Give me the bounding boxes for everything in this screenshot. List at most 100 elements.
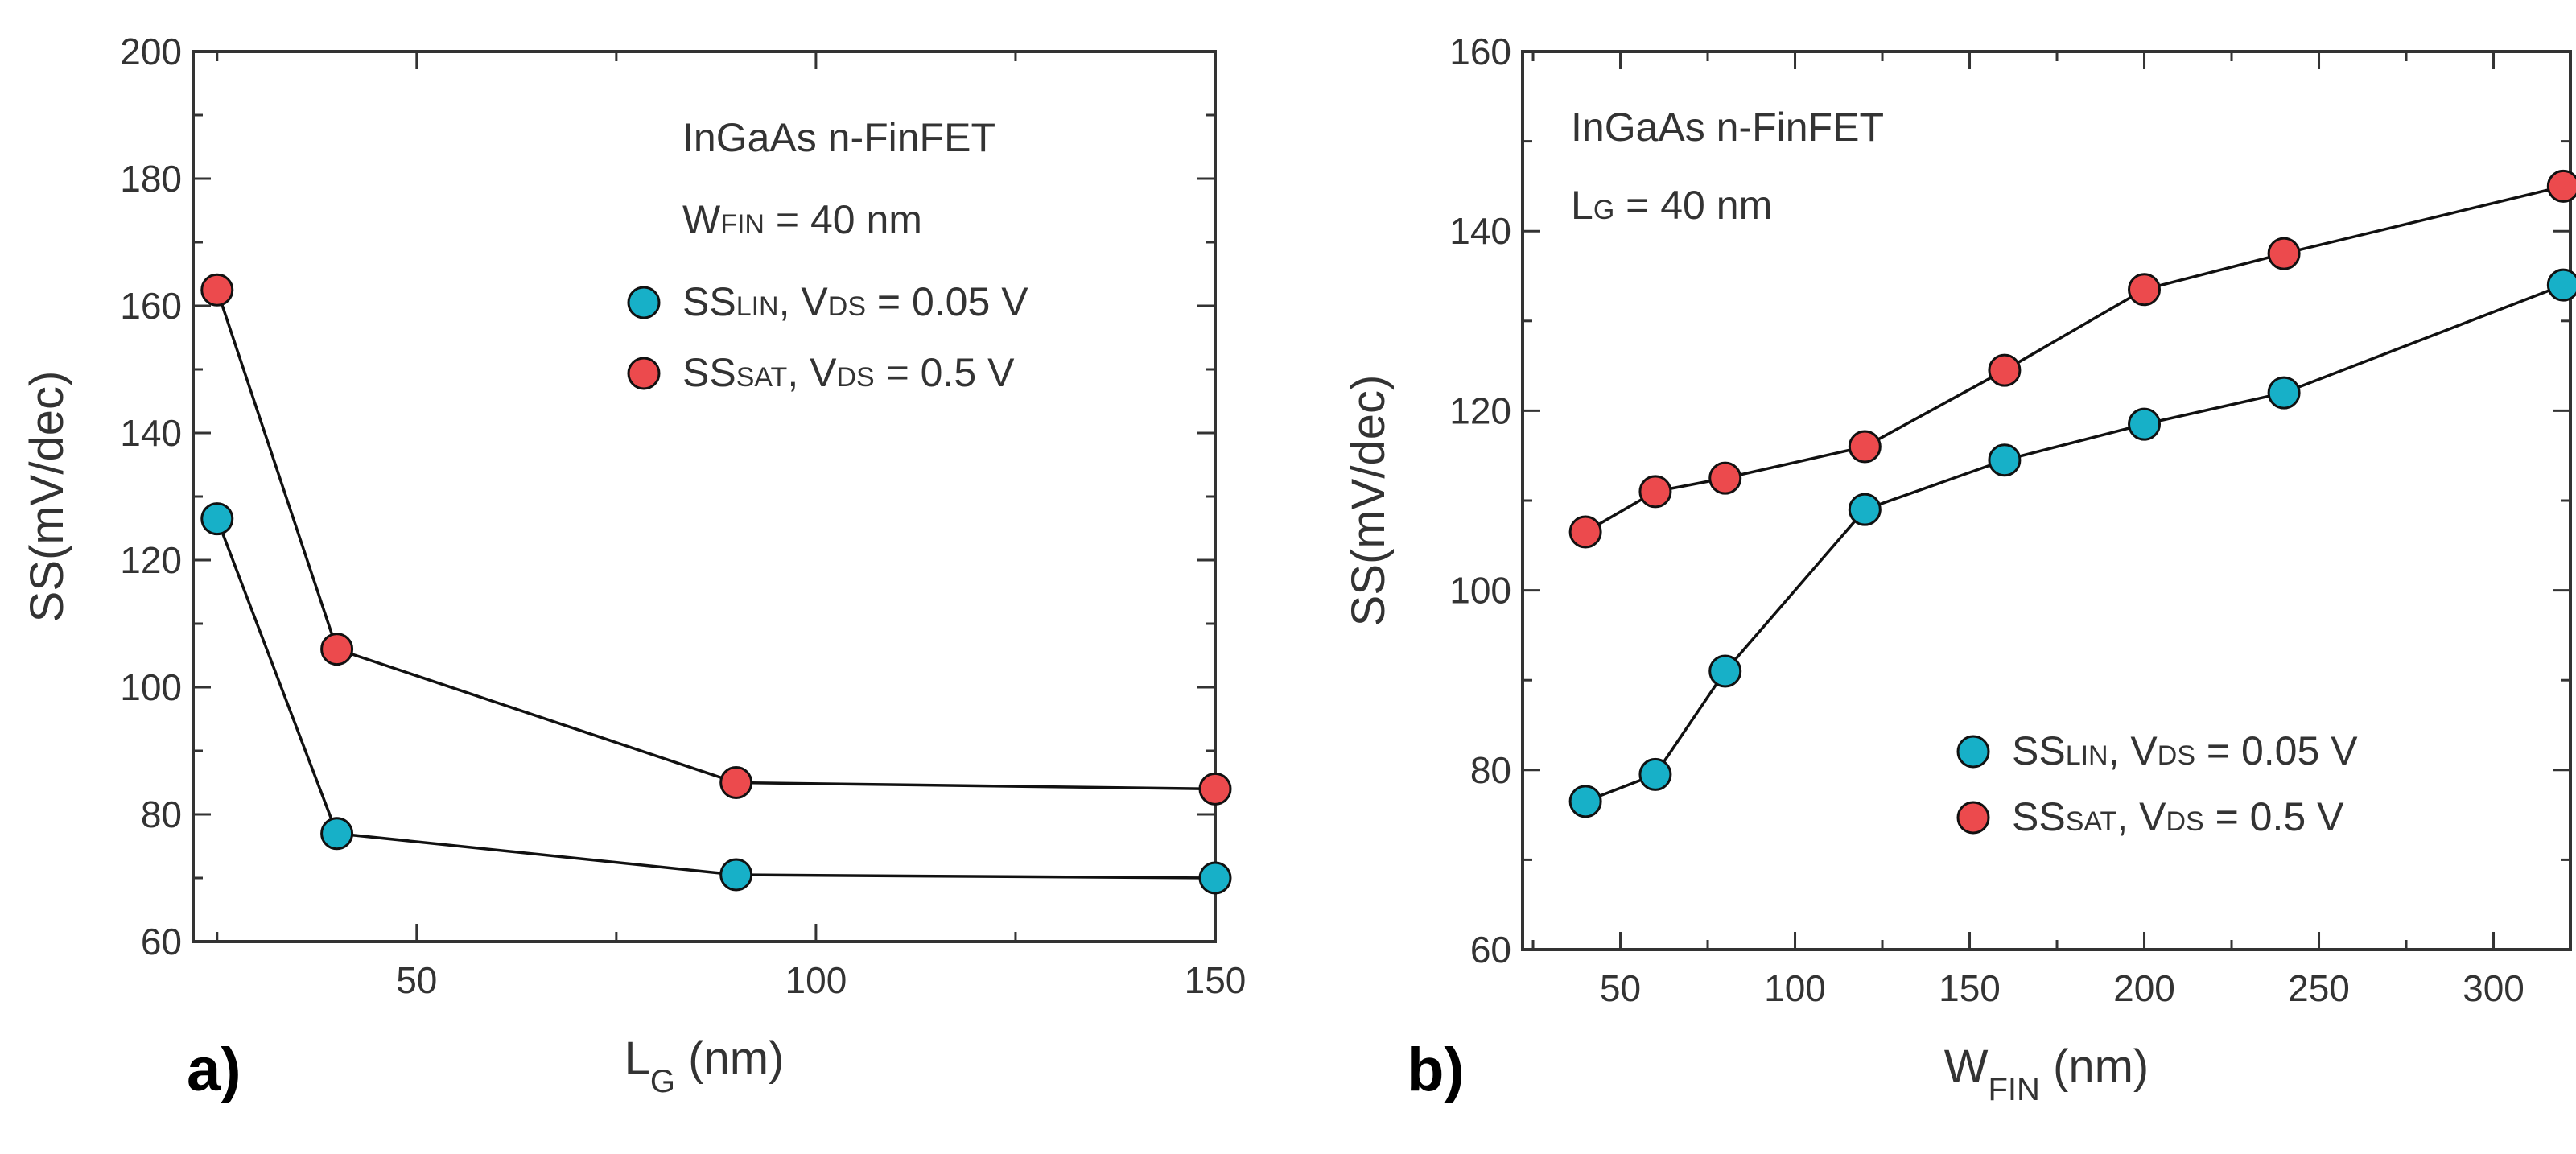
data-point-lin [1848, 493, 1882, 526]
x-tick-label: 200 [2113, 967, 2175, 1009]
data-point-sat [200, 273, 234, 307]
y-axis-label: SS(mV/dec) [1342, 375, 1395, 627]
x-tick-label: 100 [785, 959, 847, 1001]
x-axis-label-unit: (nm) [675, 1032, 784, 1085]
legend-marker-lin [1956, 735, 1990, 769]
data-point-sat [1848, 430, 1882, 464]
x-axis-label: LG (nm) [624, 1032, 785, 1099]
legend-label-rest: , V [787, 350, 837, 395]
legend-entry-sat: SSSAT, VDS = 0.5 V [2012, 794, 2344, 839]
legend-label-sub: DS [2166, 806, 2203, 837]
x-axis-label-sub: G [650, 1064, 675, 1099]
x-axis-label: WFIN (nm) [1944, 1041, 2149, 1107]
x-tick-label: 250 [2288, 967, 2350, 1009]
y-tick-label: 160 [1449, 31, 1511, 72]
data-point-sat [1988, 353, 2022, 387]
chart-panel-b: 60 80 100 120 140 160 50 100 150 200 250 300 WFIN (n… [1342, 31, 2576, 1107]
legend-name-sub: SAT [2066, 806, 2117, 837]
legend-name: SS [2012, 728, 2066, 773]
legend-label-sub: DS [2158, 740, 2195, 771]
legend-marker-sat [627, 357, 661, 390]
data-point-sat [2546, 169, 2576, 203]
x-axis-label-main: W [1944, 1041, 1989, 1093]
series-line-lin [216, 518, 1216, 880]
legend-label-end: = 0.05 V [866, 279, 1028, 324]
y-tick-label: 160 [120, 285, 182, 327]
annotation-main: L [1571, 183, 1593, 228]
legend-name: SS [682, 350, 736, 395]
x-tick-label: 150 [1939, 967, 2001, 1009]
x-tick-label: 50 [396, 959, 437, 1001]
legend-label-rest: , V [2116, 794, 2166, 839]
data-point-lin [200, 502, 234, 536]
annotation: WFIN = 40 nm [682, 197, 922, 242]
annotation-main: InGaAs n-FinFET [682, 115, 995, 160]
annotation-rest: = 40 nm [765, 197, 922, 242]
panel-letter: b) [1407, 1036, 1465, 1104]
legend-label-rest: , V [779, 279, 829, 324]
data-point-sat [2267, 237, 2301, 270]
y-tick-label: 60 [141, 921, 182, 962]
data-point-lin [1568, 785, 1602, 818]
legend-name-sub: LIN [2066, 740, 2108, 771]
data-point-lin [1638, 757, 1672, 791]
annotation: InGaAs n-FinFET [682, 115, 995, 160]
y-tick-label: 100 [120, 666, 182, 708]
data-point-lin [2267, 376, 2301, 410]
data-point-lin [719, 858, 753, 892]
data-point-sat [1708, 461, 1742, 495]
x-axis-label-unit: (nm) [2040, 1041, 2149, 1093]
y-tick-label: 200 [120, 31, 182, 72]
legend-entry-sat: SSSAT, VDS = 0.5 V [682, 350, 1015, 395]
legend-label-end: = 0.05 V [2195, 728, 2358, 773]
x-tick-label: 100 [1764, 967, 1826, 1009]
data-point-lin [1198, 861, 1232, 895]
legend-label-sub: DS [828, 291, 866, 322]
series-line-sat [216, 289, 1216, 791]
data-point-lin [1988, 443, 2022, 477]
y-tick-label: 100 [1449, 570, 1511, 612]
data-point-lin [320, 817, 354, 851]
series-line-lin [1585, 283, 2564, 803]
legend-label-end: = 0.5 V [875, 350, 1015, 395]
legend-entry-lin: SSLIN, VDS = 0.05 V [682, 279, 1028, 324]
legend-marker-lin [627, 286, 661, 319]
legend-entry-lin: SSLIN, VDS = 0.05 V [2012, 728, 2358, 773]
x-tick-label: 300 [2463, 967, 2524, 1009]
annotation-sub: G [1593, 195, 1614, 225]
annotation: LG = 40 nm [1571, 183, 1772, 228]
y-tick-label: 140 [120, 412, 182, 454]
y-tick-label: 60 [1470, 929, 1511, 971]
legend-label-sub: DS [836, 362, 874, 393]
data-point-lin [2128, 407, 2162, 441]
annotation: InGaAs n-FinFET [1571, 105, 1884, 150]
x-axis-label-main: L [624, 1032, 650, 1085]
y-tick-label: 80 [1470, 749, 1511, 791]
data-point-sat [2128, 273, 2162, 307]
annotation-main: InGaAs n-FinFET [1571, 105, 1884, 150]
y-tick-label: 80 [141, 793, 182, 835]
panel-letter: a) [187, 1036, 241, 1104]
legend-label-end: = 0.5 V [2204, 794, 2344, 839]
annotation-sub: FIN [720, 209, 765, 240]
data-point-lin [2546, 268, 2576, 302]
x-axis-label-sub: FIN [1988, 1072, 2039, 1107]
annotation-main: W [682, 197, 721, 242]
legend-name-sub: SAT [736, 362, 788, 393]
y-tick-label: 120 [1449, 389, 1511, 431]
legend-name: SS [2012, 794, 2066, 839]
legend-name-sub: LIN [736, 291, 779, 322]
data-point-lin [1708, 654, 1742, 688]
x-tick-label: 150 [1185, 959, 1247, 1001]
legend-marker-sat [1956, 801, 1990, 835]
legend-name: SS [682, 279, 736, 324]
y-tick-label: 120 [120, 539, 182, 581]
y-axis-label: SS(mV/dec) [21, 371, 73, 623]
x-tick-label: 50 [1600, 967, 1641, 1009]
data-point-sat [1198, 772, 1232, 806]
y-tick-label: 140 [1449, 210, 1511, 252]
data-point-sat [1568, 515, 1602, 549]
data-point-sat [719, 766, 753, 799]
